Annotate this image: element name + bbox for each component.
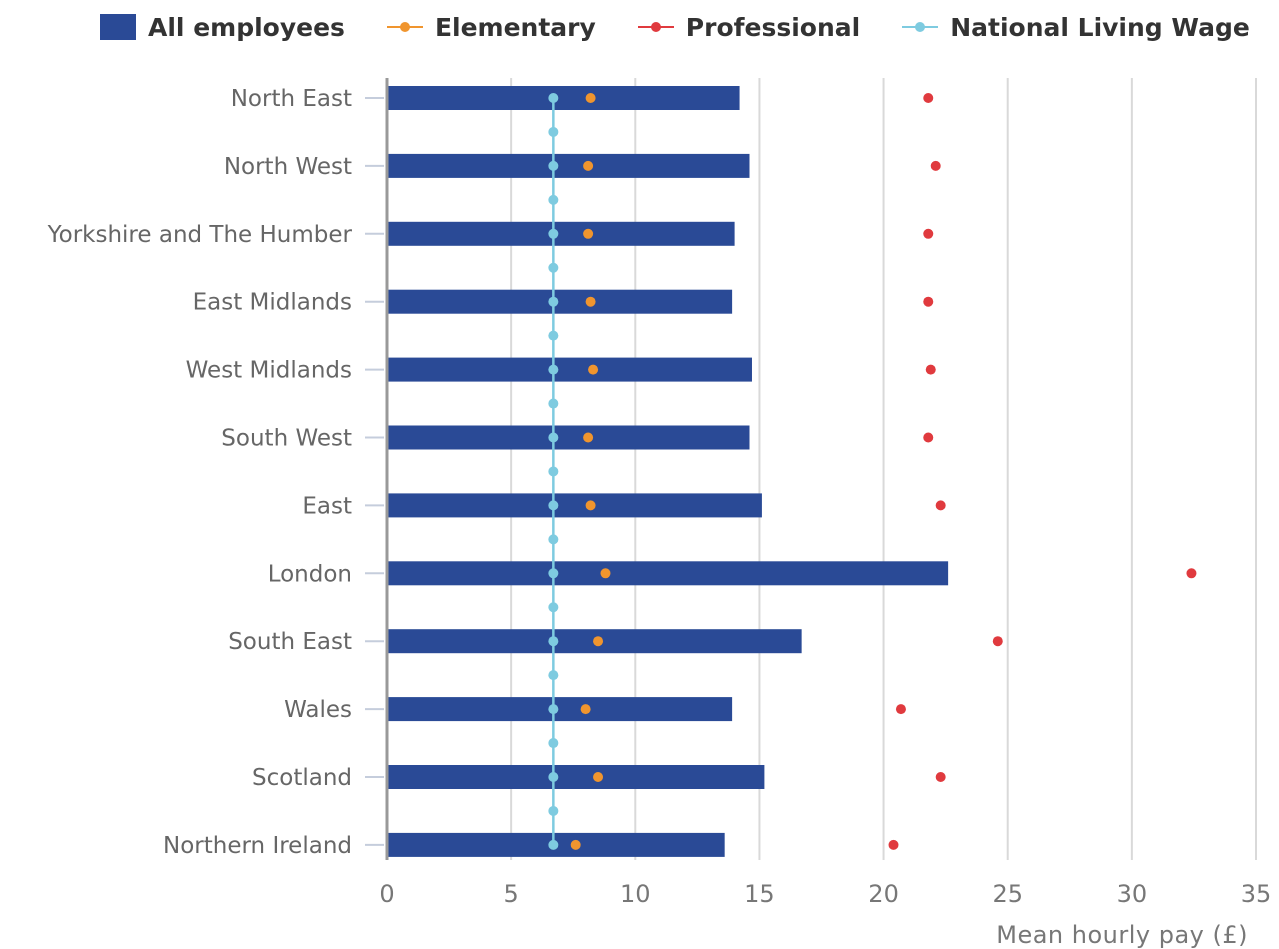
nlw-point-wales (548, 704, 559, 715)
nlw-point-between-6 (548, 466, 559, 477)
professional-point-wales (895, 704, 906, 715)
professional-point-london (1186, 568, 1197, 579)
professional-point-northern-ireland (888, 839, 899, 850)
legend-label-professional: Professional (685, 12, 861, 42)
legend-swatch-all-employees (100, 14, 136, 40)
bar-scotland (387, 765, 765, 789)
professional-point-south-west (923, 432, 934, 443)
elementary-point-wales (580, 704, 591, 715)
elementary-point-north-west (583, 160, 594, 171)
legend-label-national-living-wage: National Living Wage (950, 12, 1250, 42)
category-label-northern-ireland: Northern Ireland (163, 833, 352, 859)
x-tick-label-35: 35 (1241, 880, 1272, 908)
legend-item-national-living-wage[interactable]: National Living Wage (902, 13, 1250, 42)
category-label-east-midlands: East Midlands (193, 290, 352, 316)
category-label-wales: Wales (284, 697, 352, 723)
x-tick-label-10: 10 (620, 880, 651, 908)
nlw-point-between-2 (548, 194, 559, 205)
bars-all-employees (387, 86, 949, 857)
nlw-point-west-midlands (548, 364, 559, 375)
professional-point-north-west (930, 160, 941, 171)
category-label-south-east: South East (228, 629, 352, 655)
national-living-wage-series (548, 93, 559, 850)
elementary-point-northern-ireland (570, 839, 581, 850)
professional-point-south-east (992, 636, 1003, 647)
elementary-point-east (585, 500, 596, 511)
category-label-london: London (268, 561, 352, 587)
point-series (570, 93, 1197, 850)
legend-item-elementary[interactable]: Elementary (386, 12, 596, 42)
nlw-point-east (548, 500, 559, 511)
category-label-north-east: North East (231, 86, 352, 112)
bar-wales (387, 697, 733, 722)
elementary-point-west-midlands (588, 364, 599, 375)
elementary-point-scotland (593, 772, 604, 782)
x-tick-label-20: 20 (868, 880, 899, 908)
bar-east-midlands (387, 289, 733, 314)
category-label-scotland: Scotland (252, 765, 352, 791)
gridlines (510, 78, 1257, 860)
nlw-point-between-8 (548, 602, 559, 613)
professional-point-north-east (923, 93, 934, 103)
nlw-point-between-11 (548, 805, 559, 816)
bar-north-west (387, 153, 750, 178)
nlw-point-yorkshire-and-the-humber (548, 228, 559, 239)
x-tick-label-5: 5 (504, 880, 519, 908)
x-tick-label-15: 15 (744, 880, 775, 908)
axes (365, 78, 389, 860)
professional-point-east-midlands (923, 296, 934, 307)
axis-labels: 0 5 10 15 20 25 30 35 North East North West Yorksh… (47, 86, 1272, 908)
category-label-west-midlands: West Midlands (186, 358, 352, 384)
nlw-point-scotland (548, 772, 559, 782)
nlw-point-between-7 (548, 534, 559, 545)
legend-label-all-employees: All employees (148, 12, 345, 42)
professional-point-west-midlands (925, 364, 936, 375)
bar-west-midlands (387, 357, 752, 382)
category-label-north-west: North West (224, 154, 352, 180)
category-label-east: East (302, 493, 352, 519)
x-axis-title: Mean hourly pay (£) (996, 921, 1248, 949)
nlw-point-northern-ireland (548, 839, 559, 850)
legend-item-all-employees[interactable]: All employees (100, 13, 345, 42)
nlw-point-north-east (548, 93, 559, 103)
category-label-yorkshire-and-the-humber: Yorkshire and The Humber (47, 222, 353, 248)
chart-legend: All employees Elementary Professional Na… (100, 8, 1250, 46)
nlw-point-east-midlands (548, 296, 559, 307)
nlw-point-between-9 (548, 670, 559, 681)
legend-swatch-national-living-wage (902, 20, 939, 34)
elementary-point-east-midlands (585, 296, 596, 307)
elementary-point-south-east (593, 636, 604, 647)
professional-point-scotland (935, 772, 946, 782)
x-tick-label-0: 0 (379, 880, 394, 908)
nlw-point-south-west (548, 432, 559, 443)
bar-yorkshire-and-the-humber (387, 221, 735, 246)
nlw-point-between-5 (548, 398, 559, 409)
elementary-point-north-east (585, 93, 596, 103)
legend-label-elementary: Elementary (434, 12, 596, 42)
nlw-point-north-west (548, 160, 559, 171)
nlw-point-between-10 (548, 738, 559, 749)
professional-point-east (935, 500, 946, 511)
category-label-south-west: South West (221, 426, 352, 452)
bar-london (387, 561, 949, 586)
elementary-point-london (600, 568, 611, 579)
bar-east (387, 493, 762, 518)
x-tick-label-25: 25 (992, 880, 1023, 908)
legend-swatch-professional (637, 20, 674, 34)
bar-north-east (387, 86, 740, 110)
elementary-point-yorkshire-and-the-humber (583, 228, 594, 239)
professional-point-yorkshire-and-the-humber (923, 228, 934, 239)
bar-south-west (387, 425, 750, 450)
elementary-point-south-west (583, 432, 594, 443)
nlw-point-between-4 (548, 330, 559, 341)
nlw-point-london (548, 568, 559, 579)
nlw-point-between-3 (548, 262, 559, 273)
legend-swatch-elementary (386, 20, 423, 34)
nlw-point-south-east (548, 636, 559, 647)
nlw-point-between-1 (548, 126, 559, 137)
legend-item-professional[interactable]: Professional (637, 12, 861, 42)
x-tick-label-30: 30 (1117, 880, 1148, 908)
